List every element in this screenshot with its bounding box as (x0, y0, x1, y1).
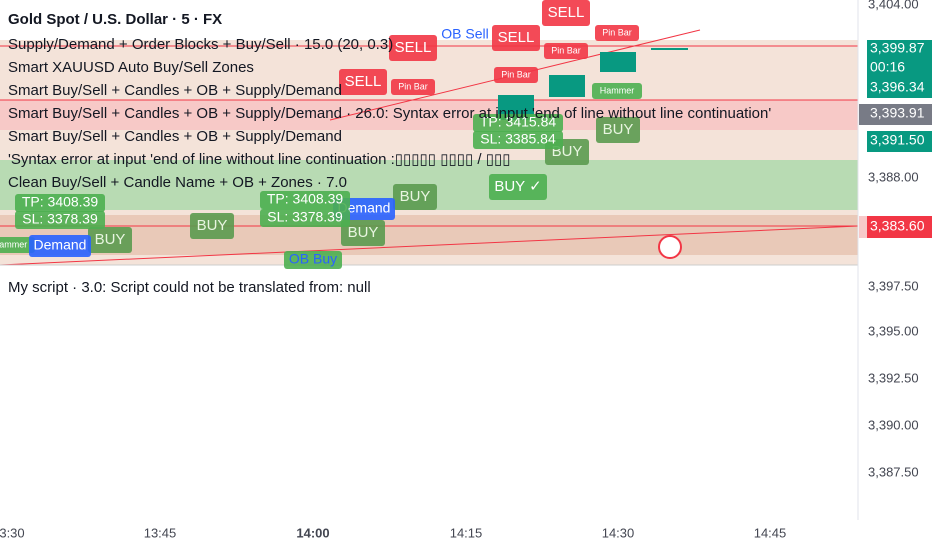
indicator-name: Clean Buy/Sell + Candle Name + OB + Zone… (8, 174, 347, 191)
signal-label: Pin Bar (551, 45, 581, 55)
signal-box (339, 69, 387, 95)
signal-box (88, 227, 132, 253)
price-badge-label: 3,396.34 (870, 79, 925, 95)
candle (549, 75, 585, 97)
signal-box (15, 211, 105, 229)
signal-label: SELL (395, 39, 432, 56)
time-label: 3:30 (0, 525, 25, 540)
signal-box (492, 25, 540, 51)
signal-box (542, 0, 590, 26)
signal-box (473, 131, 563, 149)
signal-label: BUY (95, 231, 126, 248)
price-badge-label: 3,399.87 (870, 40, 925, 56)
indicator-name: 'Syntax error at input 'end of line with… (8, 151, 511, 168)
signal-box (0, 237, 35, 253)
price-label: 3,397.50 (868, 278, 919, 293)
price-badge (867, 216, 932, 238)
signal-label: TP: 3408.39 (22, 194, 98, 210)
signal-label: Pin Bar (602, 27, 632, 37)
zones (0, 0, 859, 520)
signal-box (29, 235, 91, 257)
signal-box (190, 213, 234, 239)
signal-label: Demand (338, 200, 391, 216)
time-label: 13:45 (144, 525, 177, 540)
price-badge-label: 3,393.91 (870, 105, 925, 121)
signal-box (284, 251, 342, 269)
signal-label: Demand (34, 237, 87, 253)
price-badge (867, 131, 932, 152)
time-label: 14:15 (450, 525, 483, 540)
signal-label: BUY (603, 121, 634, 138)
signal-label: TP: 3415.84 (480, 114, 556, 130)
trend-line (0, 225, 859, 266)
price-label: 3,395.00 (868, 323, 919, 338)
time-label: 14:00 (296, 525, 329, 540)
signal-label: BUY (400, 188, 431, 205)
price-axis: 3,404.00 3,388.00 3,397.50 3,395.00 3,392.50… (859, 0, 932, 550)
zone (0, 215, 858, 255)
signal-label: SELL (345, 73, 382, 90)
signal-label: Hammer (600, 85, 635, 95)
signal-label: SL: 3385.84 (480, 131, 556, 147)
signal-label: BUY (197, 217, 228, 234)
signal-label: Pin Bar (501, 69, 531, 79)
indicator-name: Smart Buy/Sell + Candles + OB + Supply/D… (8, 105, 771, 122)
price-badge (859, 104, 932, 125)
signal-box (341, 220, 385, 246)
signal-label: SELL (548, 4, 585, 21)
price-badge (867, 40, 932, 98)
signal-box (544, 43, 588, 59)
signal-label: TP: 3408.39 (267, 191, 343, 207)
signal-label: BUY ✓ (494, 178, 541, 195)
signal-label: SL: 3378.39 (267, 209, 343, 225)
price-label: 3,388.00 (868, 169, 919, 184)
signal-label: SELL (498, 29, 535, 46)
time-label: 14:30 (602, 525, 635, 540)
time-label: 14:45 (754, 525, 787, 540)
alert-icon (658, 235, 682, 259)
signal-box (596, 117, 640, 143)
signal-box (389, 35, 437, 61)
signal-label: Pin Bar (398, 81, 428, 91)
indicator-name: Smart Buy/Sell + Candles + OB + Supply/D… (8, 82, 342, 99)
signal-box (391, 79, 435, 95)
price-label: 3,392.50 (868, 370, 919, 385)
signal-box (489, 174, 547, 200)
signal-box (494, 67, 538, 83)
indicator-name: Supply/Demand + Order Blocks + Buy/Sell … (8, 36, 393, 53)
indicator-name: Smart XAUUSD Auto Buy/Sell Zones (8, 59, 254, 76)
signal-label: OB Sell (441, 26, 488, 42)
price-label: 3,404.00 (868, 0, 919, 11)
price-badge-label: 00:16 (870, 59, 905, 75)
supply-zone (0, 100, 858, 130)
script-error: My script · 3.0: Script could not be tra… (8, 279, 371, 296)
signal-box (595, 25, 639, 41)
price-badge-label: 3,391.50 (870, 132, 925, 148)
signal-label: OB Buy (289, 251, 337, 267)
candle (600, 52, 636, 72)
price-label: 3,387.50 (868, 464, 919, 479)
signal-box (473, 114, 563, 132)
symbol-title: Gold Spot / U.S. Dollar · 5 · FX (8, 11, 222, 28)
signal-label: Hammer (0, 239, 27, 249)
signal-box (260, 191, 350, 209)
signal-label: SL: 3378.39 (22, 211, 98, 227)
indicator-name: Smart Buy/Sell + Candles + OB + Supply/D… (8, 128, 342, 145)
signal-box (393, 184, 437, 210)
signal-box (260, 209, 350, 227)
price-badge-label: 3,383.60 (870, 218, 925, 234)
signal-label: BUY (348, 224, 379, 241)
price-label: 3,390.00 (868, 417, 919, 432)
legend: Gold Spot / U.S. Dollar · 5 · FX My scri… (8, 11, 771, 296)
signal-box (592, 83, 642, 99)
signal-box (15, 194, 105, 212)
